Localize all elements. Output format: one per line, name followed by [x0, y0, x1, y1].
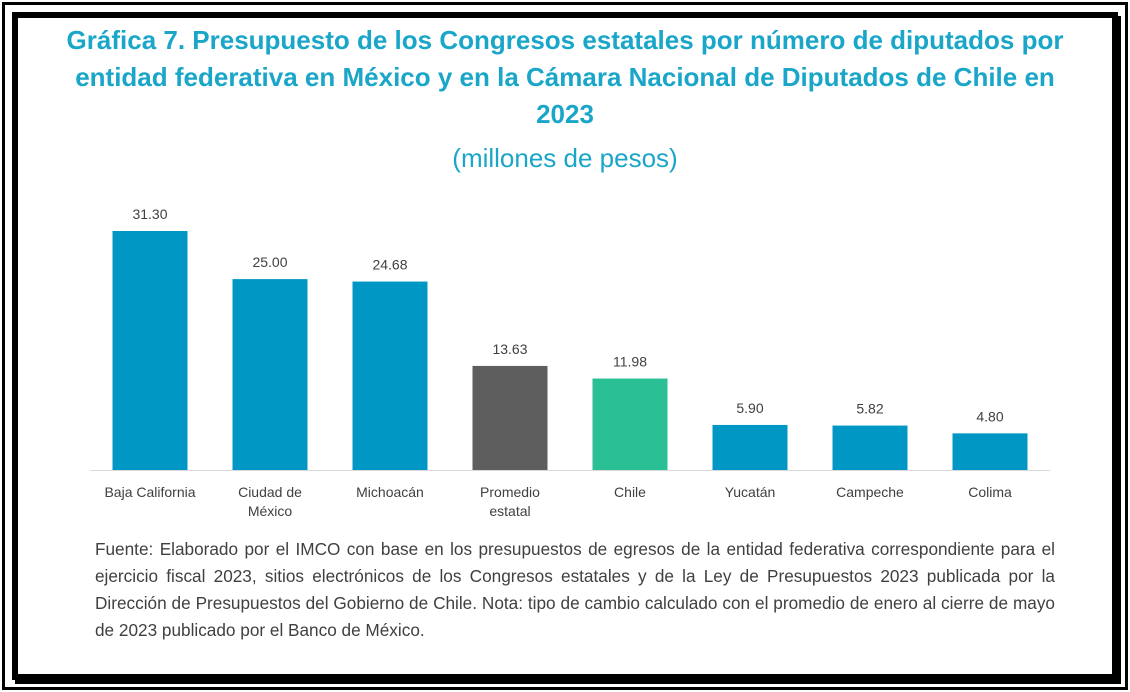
- category-label: Chile: [614, 484, 646, 500]
- source-note: Fuente: Elaborado por el IMCO con base e…: [95, 539, 1055, 640]
- data-label: 13.63: [492, 341, 527, 357]
- bar: [712, 424, 788, 470]
- category-label: Michoacán: [356, 484, 424, 500]
- data-label: 5.90: [736, 400, 763, 416]
- data-label: 11.98: [613, 354, 647, 370]
- bar: [112, 231, 188, 470]
- data-label: 25.00: [252, 254, 287, 270]
- category-label: Colima: [968, 484, 1012, 500]
- bar: [952, 433, 1028, 470]
- bar: [352, 281, 428, 470]
- category-label: Baja California: [104, 484, 195, 500]
- chart-title: Gráfica 7. Presupuesto de los Congresos …: [66, 25, 1064, 129]
- category-label: Yucatán: [725, 484, 776, 500]
- inner-frame: [12, 12, 1118, 680]
- chart-subtitle: (millones de pesos): [452, 143, 678, 173]
- category-label: Campeche: [836, 484, 904, 500]
- bar: [832, 425, 908, 470]
- data-label: 5.82: [856, 401, 883, 417]
- data-label: 31.30: [132, 206, 167, 222]
- category-label: Ciudad de México: [238, 484, 302, 519]
- data-label: 24.68: [372, 257, 407, 273]
- bar: [592, 378, 668, 470]
- bar: [232, 279, 308, 470]
- category-label: Promedio estatal: [480, 484, 540, 519]
- bar: [472, 365, 548, 470]
- data-label: 4.80: [976, 408, 1003, 424]
